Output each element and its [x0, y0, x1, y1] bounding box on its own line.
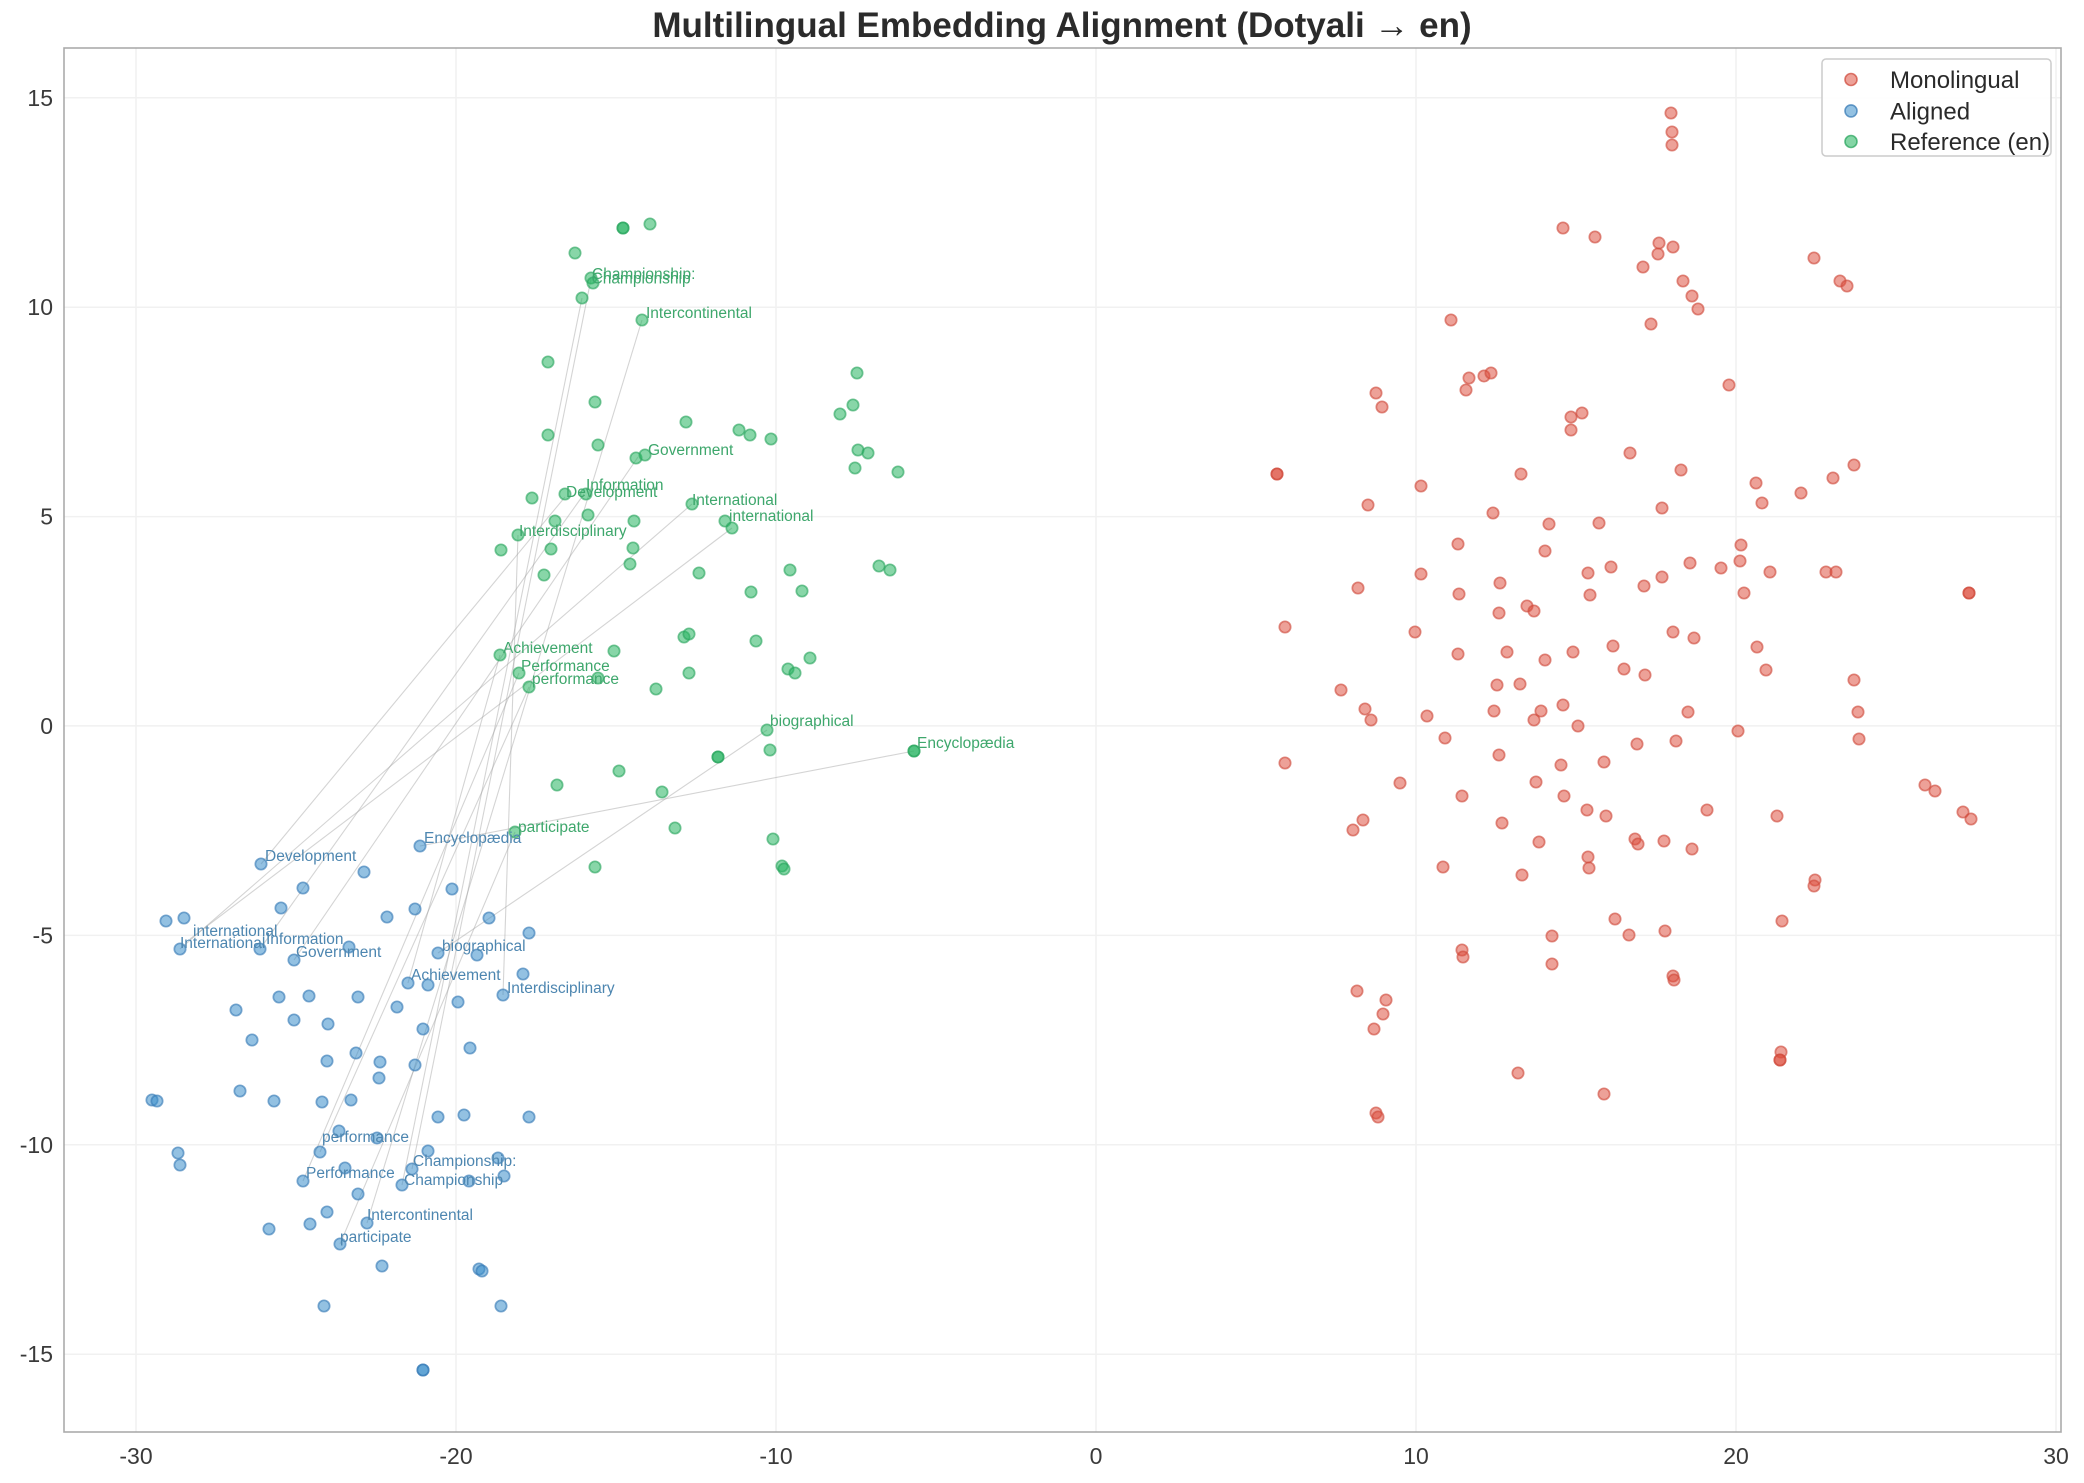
svg-text:Interdisciplinary: Interdisciplinary	[519, 523, 627, 540]
svg-text:0: 0	[40, 713, 53, 739]
svg-text:Development: Development	[566, 484, 658, 501]
svg-text:Performance: Performance	[306, 1165, 395, 1182]
svg-text:Reference (en): Reference (en)	[1890, 129, 2050, 156]
svg-text:International: International	[692, 492, 777, 509]
svg-text:Government: Government	[648, 442, 734, 459]
svg-text:international: international	[193, 923, 277, 940]
svg-text:15: 15	[27, 85, 53, 111]
svg-text:performance: performance	[532, 671, 619, 688]
svg-text:-15: -15	[20, 1341, 53, 1367]
svg-text:participate: participate	[340, 1229, 412, 1246]
svg-text:20: 20	[1723, 1443, 1749, 1469]
svg-text:Encyclopædia: Encyclopædia	[424, 830, 522, 847]
svg-text:Development: Development	[265, 848, 357, 865]
svg-text:5: 5	[40, 504, 53, 530]
svg-text:International: International	[180, 935, 265, 952]
svg-text:10: 10	[27, 294, 53, 320]
svg-text:Aligned: Aligned	[1890, 98, 1970, 125]
svg-text:Encyclopædia: Encyclopædia	[917, 735, 1015, 752]
svg-text:0: 0	[1090, 1443, 1103, 1469]
svg-text:Information: Information	[586, 477, 664, 494]
svg-text:participate: participate	[518, 819, 590, 836]
svg-text:Intercontinental: Intercontinental	[367, 1207, 473, 1224]
svg-text:biographical: biographical	[442, 938, 526, 955]
svg-text:-5: -5	[33, 922, 53, 948]
svg-text:international: international	[729, 508, 813, 525]
svg-text:30: 30	[2043, 1443, 2069, 1469]
svg-text:-20: -20	[439, 1443, 472, 1469]
svg-text:10: 10	[1403, 1443, 1429, 1469]
svg-text:biographical: biographical	[770, 713, 854, 730]
svg-text:Performance: Performance	[521, 658, 610, 675]
svg-text:Championship: Championship	[592, 271, 691, 288]
svg-text:Achievement: Achievement	[503, 640, 593, 657]
svg-text:Intercontinental: Intercontinental	[646, 305, 752, 322]
svg-text:-10: -10	[20, 1132, 53, 1158]
svg-text:Government: Government	[296, 944, 382, 961]
svg-text:Monolingual: Monolingual	[1890, 67, 2019, 94]
svg-text:-30: -30	[119, 1443, 152, 1469]
svg-text:Championship:: Championship:	[413, 1153, 516, 1170]
svg-text:Achievement: Achievement	[411, 967, 501, 984]
svg-text:Championship: Championship	[404, 1172, 503, 1189]
svg-text:Interdisciplinary: Interdisciplinary	[507, 980, 615, 997]
svg-text:performance: performance	[322, 1129, 409, 1146]
svg-text:Championship:: Championship:	[592, 266, 695, 283]
svg-text:Information: Information	[266, 931, 344, 948]
svg-text:Multilingual Embedding Alignme: Multilingual Embedding Alignment (Dotyal…	[652, 6, 1471, 45]
svg-text:-10: -10	[759, 1443, 792, 1469]
